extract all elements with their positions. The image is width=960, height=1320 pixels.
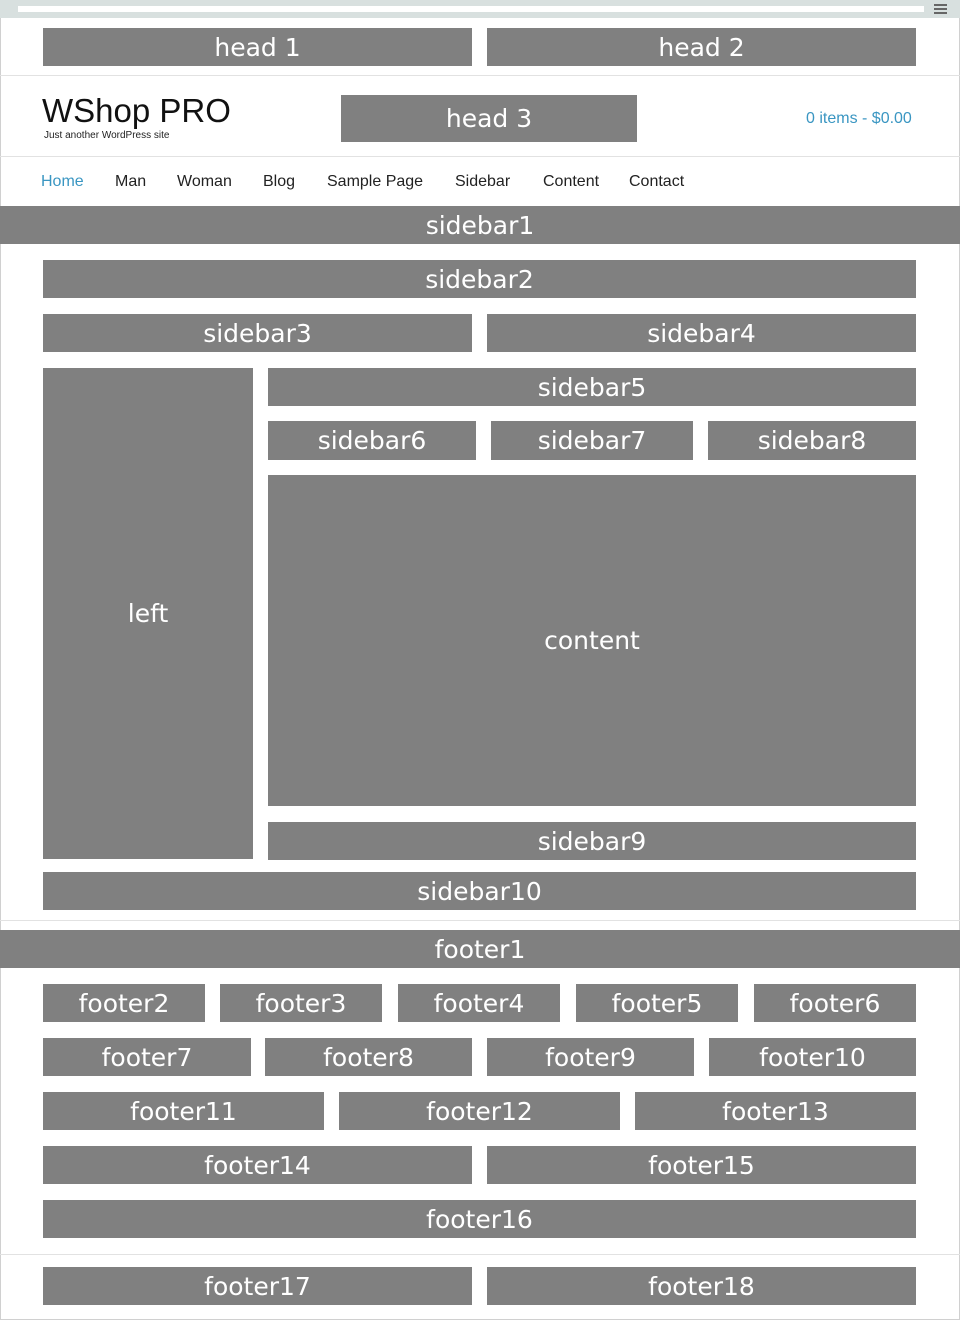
footer4-widget: footer4 bbox=[398, 984, 560, 1022]
sidebar10-widget: sidebar10 bbox=[43, 872, 916, 910]
sidebar3-widget: sidebar3 bbox=[43, 314, 472, 352]
footer6-widget: footer6 bbox=[754, 984, 916, 1022]
footer18-widget: footer18 bbox=[487, 1267, 916, 1305]
sidebar1-widget: sidebar1 bbox=[0, 206, 960, 244]
nav-item-home[interactable]: Home bbox=[41, 173, 84, 190]
nav-item-woman[interactable]: Woman bbox=[177, 173, 232, 190]
footer3-widget: footer3 bbox=[220, 984, 382, 1022]
cart-link[interactable]: 0 items - $0.00 bbox=[806, 110, 912, 127]
sidebar6-widget: sidebar6 bbox=[268, 421, 476, 460]
head3-widget: head 3 bbox=[341, 95, 637, 142]
footer10-widget: footer10 bbox=[709, 1038, 916, 1076]
nav-item-content[interactable]: Content bbox=[543, 173, 600, 190]
footer15-widget: footer15 bbox=[487, 1146, 916, 1184]
footer8-widget: footer8 bbox=[265, 1038, 472, 1076]
divider bbox=[0, 156, 960, 157]
browser-top-bar bbox=[0, 0, 960, 18]
footer12-widget: footer12 bbox=[339, 1092, 620, 1130]
sidebar2-widget: sidebar2 bbox=[43, 260, 916, 298]
footer2-widget: footer2 bbox=[43, 984, 205, 1022]
footer5-widget: footer5 bbox=[576, 984, 738, 1022]
nav-item-man[interactable]: Man bbox=[115, 173, 147, 190]
divider bbox=[0, 920, 960, 921]
hamburger-menu-icon[interactable] bbox=[934, 4, 947, 14]
sidebar9-widget: sidebar9 bbox=[268, 822, 916, 860]
footer7-widget: footer7 bbox=[43, 1038, 251, 1076]
address-bar[interactable] bbox=[18, 6, 924, 12]
footer17-widget: footer17 bbox=[43, 1267, 472, 1305]
footer13-widget: footer13 bbox=[635, 1092, 916, 1130]
nav-item-blog[interactable]: Blog bbox=[263, 173, 296, 190]
footer1-widget: footer1 bbox=[0, 930, 960, 968]
sidebar4-widget: sidebar4 bbox=[487, 314, 916, 352]
divider bbox=[0, 1254, 960, 1255]
nav-item-sidebar[interactable]: Sidebar bbox=[455, 173, 511, 190]
footer16-widget: footer16 bbox=[43, 1200, 916, 1238]
sidebar7-widget: sidebar7 bbox=[491, 421, 693, 460]
footer9-widget: footer9 bbox=[487, 1038, 694, 1076]
divider bbox=[0, 75, 960, 76]
nav-item-sample-page[interactable]: Sample Page bbox=[327, 173, 424, 190]
sidebar8-widget: sidebar8 bbox=[708, 421, 916, 460]
content-area: content bbox=[268, 475, 916, 806]
head2-widget: head 2 bbox=[487, 28, 916, 66]
footer11-widget: footer11 bbox=[43, 1092, 324, 1130]
site-logo-title[interactable]: WShop PRO bbox=[42, 92, 231, 129]
sidebar5-widget: sidebar5 bbox=[268, 368, 916, 406]
left-widget: left bbox=[43, 368, 253, 859]
nav-item-contact[interactable]: Contact bbox=[629, 173, 685, 190]
site-tagline: Just another WordPress site bbox=[44, 130, 170, 141]
head1-widget: head 1 bbox=[43, 28, 472, 66]
footer14-widget: footer14 bbox=[43, 1146, 472, 1184]
